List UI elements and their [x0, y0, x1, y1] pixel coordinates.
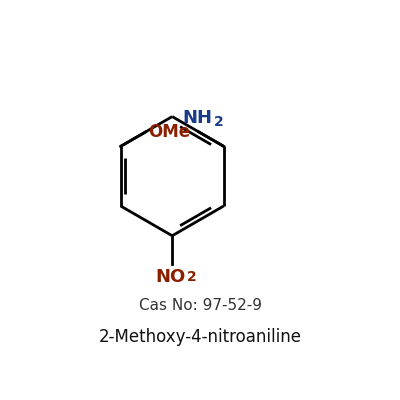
Text: 2-Methoxy-4-nitroaniline: 2-Methoxy-4-nitroaniline	[98, 328, 302, 346]
Text: NO: NO	[155, 268, 185, 286]
Text: Cas No: 97-52-9: Cas No: 97-52-9	[138, 298, 262, 313]
Text: NH: NH	[182, 109, 212, 127]
Text: 2: 2	[187, 270, 197, 284]
Text: OMe: OMe	[148, 123, 191, 141]
Text: 2: 2	[214, 115, 224, 129]
